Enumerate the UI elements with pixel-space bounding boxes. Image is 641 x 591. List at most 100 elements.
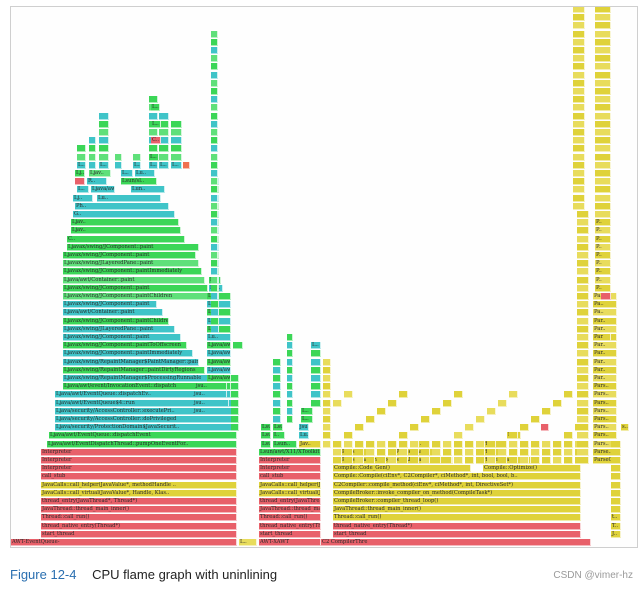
stack-frame[interactable] xyxy=(287,366,293,374)
stack-frame[interactable]: Ljava/aw.. xyxy=(207,342,231,350)
stack-frame[interactable] xyxy=(287,334,293,341)
stack-frame[interactable]: P.. xyxy=(595,284,611,292)
stack-frame[interactable]: start_thread xyxy=(41,530,237,538)
stack-frame[interactable] xyxy=(509,448,518,456)
stack-frame[interactable] xyxy=(611,498,621,505)
stack-frame[interactable] xyxy=(399,432,408,440)
stack-frame[interactable]: P.. xyxy=(595,219,611,227)
stack-frame[interactable] xyxy=(498,448,507,456)
stack-frame[interactable] xyxy=(211,137,218,145)
stack-frame[interactable] xyxy=(344,448,353,456)
stack-frame[interactable]: Lsun/java2d/loops.. xyxy=(261,432,271,440)
stack-frame[interactable]: L.. xyxy=(77,186,89,194)
stack-frame[interactable] xyxy=(211,243,218,251)
stack-frame[interactable] xyxy=(577,293,589,300)
stack-frame[interactable] xyxy=(311,358,321,366)
stack-frame[interactable] xyxy=(171,137,182,145)
stack-frame[interactable]: L.. xyxy=(149,153,159,161)
stack-frame[interactable] xyxy=(573,137,585,145)
stack-frame[interactable] xyxy=(541,424,549,432)
stack-frame[interactable] xyxy=(573,120,585,128)
stack-frame[interactable]: jsu.. xyxy=(193,399,229,407)
stack-frame[interactable]: thread_native_entry(Thread*) xyxy=(333,522,581,530)
stack-frame[interactable]: Interpreter xyxy=(259,465,321,473)
stack-frame[interactable] xyxy=(595,186,611,194)
stack-frame[interactable] xyxy=(531,457,540,464)
stack-frame[interactable] xyxy=(577,366,589,374)
stack-frame[interactable] xyxy=(77,145,86,153)
stack-frame[interactable] xyxy=(595,178,611,186)
stack-frame[interactable] xyxy=(355,440,364,448)
stack-frame[interactable]: Lsun/java2d/loops.. xyxy=(261,440,271,448)
stack-frame[interactable] xyxy=(159,153,169,161)
stack-frame[interactable]: JavaThread::thread_main_inner() xyxy=(41,506,237,514)
stack-frame[interactable] xyxy=(287,416,293,423)
stack-frame[interactable]: call_stub xyxy=(41,473,237,481)
stack-frame[interactable] xyxy=(509,440,518,448)
stack-frame[interactable] xyxy=(171,145,182,153)
stack-frame[interactable] xyxy=(595,153,611,161)
stack-frame[interactable]: C2Compiler::compile_method(ciEnv*, ciMet… xyxy=(333,481,581,489)
stack-frame[interactable]: Lsun/java2d/loops.. xyxy=(261,424,271,432)
stack-frame[interactable]: JavaThread::thread_main_inner() xyxy=(259,506,321,514)
stack-frame[interactable] xyxy=(355,457,364,464)
stack-frame[interactable] xyxy=(577,235,589,243)
stack-frame[interactable] xyxy=(595,7,611,13)
stack-frame[interactable] xyxy=(509,391,518,399)
stack-frame[interactable] xyxy=(133,153,141,161)
stack-frame[interactable] xyxy=(573,178,585,186)
stack-frame[interactable] xyxy=(323,416,331,423)
stack-frame[interactable]: Lu.. xyxy=(299,432,309,440)
stack-frame[interactable] xyxy=(211,219,218,227)
stack-frame[interactable] xyxy=(577,325,589,333)
stack-frame[interactable] xyxy=(611,440,621,448)
stack-frame[interactable] xyxy=(287,358,293,366)
stack-frame[interactable]: L.. xyxy=(159,161,169,169)
stack-frame[interactable] xyxy=(573,153,585,161)
stack-frame[interactable]: Thread::call_run() xyxy=(259,514,321,522)
stack-frame[interactable] xyxy=(465,457,474,464)
stack-frame[interactable] xyxy=(377,457,386,464)
stack-frame[interactable] xyxy=(577,424,589,432)
stack-frame[interactable] xyxy=(159,120,169,128)
stack-frame[interactable] xyxy=(553,440,562,448)
stack-frame[interactable]: Ljavax/swing/JLayeredPane::paint xyxy=(63,260,199,268)
stack-frame[interactable] xyxy=(476,457,485,464)
stack-frame[interactable] xyxy=(211,194,218,202)
stack-frame[interactable] xyxy=(287,407,293,415)
stack-frame[interactable]: L.. xyxy=(301,416,313,423)
stack-frame[interactable] xyxy=(323,375,331,382)
stack-frame[interactable] xyxy=(211,63,218,71)
stack-frame[interactable] xyxy=(211,79,218,87)
stack-frame[interactable] xyxy=(595,120,611,128)
stack-frame[interactable]: Lj.. xyxy=(73,194,93,202)
stack-frame[interactable] xyxy=(231,416,239,423)
stack-frame[interactable] xyxy=(344,440,353,448)
stack-frame[interactable]: JavaCalls::call_helper(JavaValue*, metho… xyxy=(259,481,321,489)
stack-frame[interactable] xyxy=(171,120,182,128)
stack-frame[interactable]: Ljava/aw.. xyxy=(91,186,115,194)
stack-frame[interactable] xyxy=(99,137,109,145)
stack-frame[interactable]: Ljavax/swing/JComponent::paintChildren xyxy=(63,317,169,325)
stack-frame[interactable] xyxy=(211,112,218,120)
stack-frame[interactable] xyxy=(553,399,562,407)
stack-frame[interactable]: Ljava/aw.. xyxy=(207,358,231,366)
stack-frame[interactable] xyxy=(520,457,529,464)
stack-frame[interactable]: P.. xyxy=(595,252,611,259)
stack-frame[interactable] xyxy=(432,407,441,415)
stack-frame[interactable] xyxy=(211,178,218,186)
stack-frame[interactable]: P.. xyxy=(595,276,611,284)
stack-frame[interactable] xyxy=(77,153,86,161)
stack-frame[interactable] xyxy=(211,276,218,284)
stack-frame[interactable]: Ljava/awt/event/InvocationEvent::dispatc… xyxy=(63,383,231,391)
stack-frame[interactable]: L.. xyxy=(99,161,109,169)
stack-frame[interactable] xyxy=(577,440,589,448)
stack-frame[interactable] xyxy=(287,342,293,350)
stack-frame[interactable]: L.. xyxy=(311,342,321,350)
stack-frame[interactable]: P.. xyxy=(595,260,611,268)
stack-frame[interactable] xyxy=(421,457,430,464)
stack-frame[interactable] xyxy=(577,260,589,268)
stack-frame[interactable]: Par.. xyxy=(593,350,617,358)
stack-frame[interactable] xyxy=(564,432,573,440)
stack-frame[interactable] xyxy=(99,129,109,136)
